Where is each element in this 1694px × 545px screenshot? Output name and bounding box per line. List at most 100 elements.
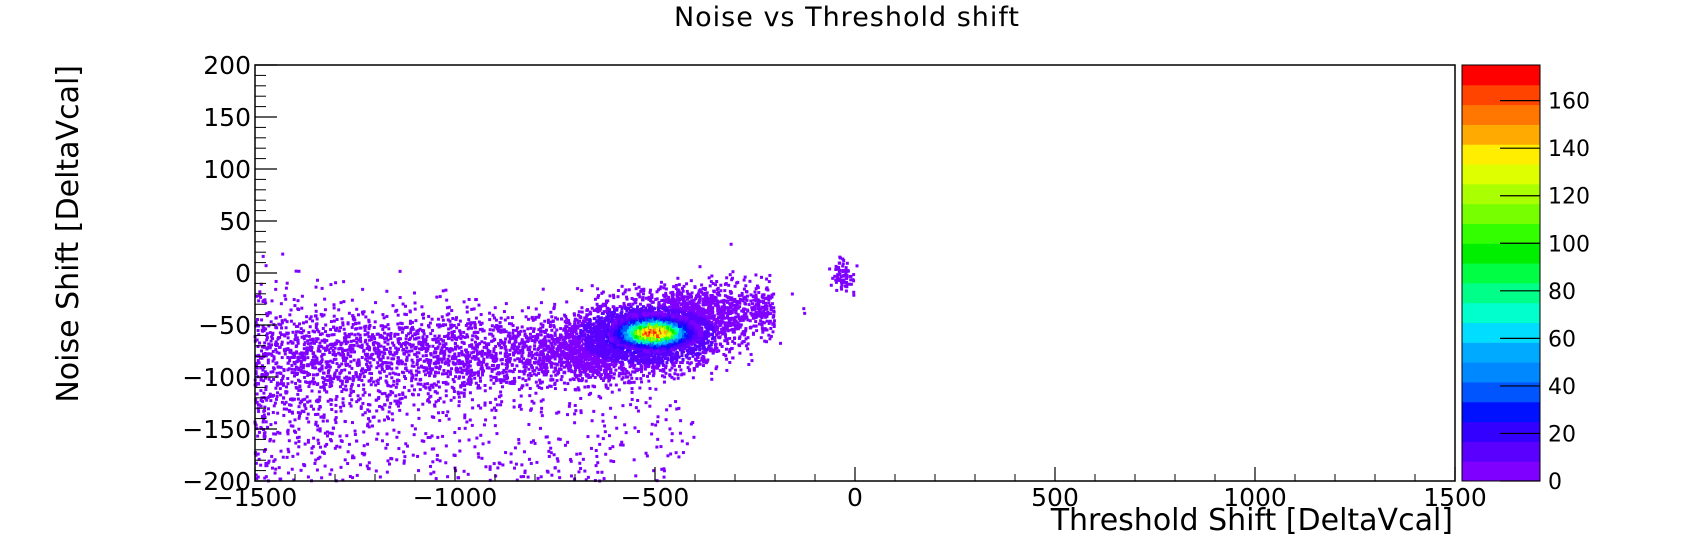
data-point <box>585 361 589 365</box>
data-point <box>265 314 269 318</box>
data-point <box>493 316 497 320</box>
data-point <box>687 302 691 306</box>
data-point <box>457 476 461 480</box>
data-point <box>709 309 713 313</box>
data-point <box>578 452 582 456</box>
data-point <box>266 425 270 429</box>
data-point <box>618 305 622 309</box>
data-point <box>595 360 599 364</box>
data-point <box>339 379 343 383</box>
data-point <box>669 355 673 359</box>
data-point <box>562 350 566 354</box>
data-point <box>351 476 355 480</box>
data-point <box>558 357 562 361</box>
data-point <box>677 301 681 305</box>
data-point <box>363 340 367 344</box>
data-point <box>770 295 774 299</box>
data-point <box>534 391 538 395</box>
data-point <box>570 325 574 329</box>
data-point <box>398 269 402 273</box>
data-point <box>261 300 265 304</box>
data-point <box>494 351 498 355</box>
data-point <box>407 389 411 393</box>
data-point <box>455 370 459 374</box>
data-point <box>374 301 378 305</box>
data-point <box>631 307 635 311</box>
data-point <box>429 464 433 468</box>
data-point <box>345 375 349 379</box>
data-point <box>633 426 637 430</box>
data-point <box>401 348 405 352</box>
data-point <box>294 336 298 340</box>
data-point <box>293 371 297 375</box>
data-point <box>270 299 274 303</box>
data-point <box>435 458 439 462</box>
data-point <box>505 365 509 369</box>
data-point <box>385 374 389 378</box>
data-point <box>753 290 757 294</box>
data-point <box>418 388 422 392</box>
data-point <box>408 319 412 323</box>
data-point <box>528 372 532 376</box>
data-point <box>470 326 474 330</box>
data-point <box>398 337 402 341</box>
data-point <box>524 379 528 383</box>
data-point <box>403 395 407 399</box>
data-point <box>754 296 758 300</box>
data-point <box>656 306 660 310</box>
data-point <box>654 352 658 356</box>
data-point <box>530 315 534 319</box>
data-point <box>476 373 480 377</box>
data-point <box>375 366 379 370</box>
data-point <box>613 349 617 353</box>
data-point <box>340 382 344 386</box>
data-point <box>340 317 344 321</box>
data-point <box>290 380 294 384</box>
data-point <box>396 356 400 360</box>
data-point <box>428 361 432 365</box>
data-point <box>332 314 336 318</box>
data-point <box>520 463 524 467</box>
data-point <box>529 326 533 330</box>
data-point <box>366 408 370 412</box>
data-point <box>545 344 549 348</box>
data-point <box>553 387 557 391</box>
data-point <box>473 325 477 329</box>
data-point <box>568 365 572 369</box>
data-point <box>371 352 375 356</box>
data-point <box>465 305 469 309</box>
data-point <box>491 313 495 317</box>
data-point <box>539 330 543 334</box>
data-point <box>399 344 403 348</box>
data-point <box>583 469 587 473</box>
data-point <box>339 353 343 357</box>
data-point <box>423 340 427 344</box>
data-point <box>376 432 380 436</box>
data-point <box>323 431 327 435</box>
data-point <box>686 366 690 370</box>
data-point <box>319 415 323 419</box>
data-point <box>322 352 326 356</box>
data-point <box>573 403 577 407</box>
data-point <box>419 382 423 386</box>
data-point <box>345 378 349 382</box>
data-point <box>347 442 351 446</box>
data-point <box>351 379 355 383</box>
data-point <box>410 320 414 324</box>
data-point <box>476 452 480 456</box>
data-point <box>477 363 481 367</box>
data-point <box>743 275 747 279</box>
data-point <box>385 336 389 340</box>
data-point <box>378 357 382 361</box>
data-point <box>470 398 474 402</box>
data-point <box>599 373 603 377</box>
data-point <box>540 414 544 418</box>
data-point <box>607 434 611 438</box>
data-point <box>421 402 425 406</box>
data-point <box>662 475 666 479</box>
data-point <box>417 416 421 420</box>
data-point <box>693 285 697 289</box>
data-point <box>320 314 324 318</box>
data-point <box>495 432 499 436</box>
data-point <box>433 347 437 351</box>
